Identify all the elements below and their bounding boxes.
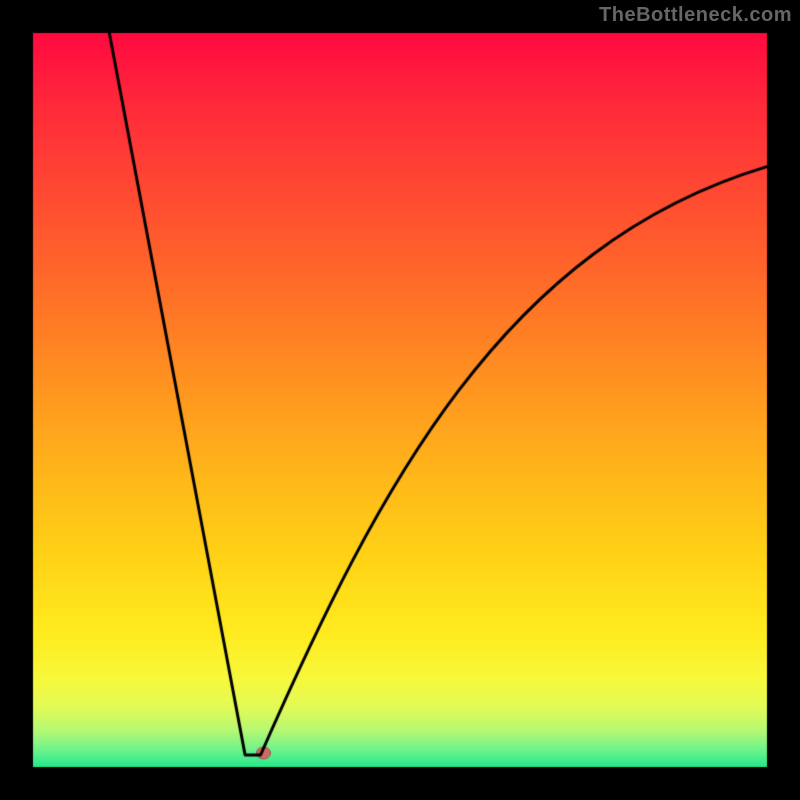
watermark-text: TheBottleneck.com (599, 4, 792, 27)
chart-container: { "chart": { "type": "line", "canvas_siz… (0, 0, 800, 800)
bottleneck-chart-canvas (0, 0, 800, 800)
